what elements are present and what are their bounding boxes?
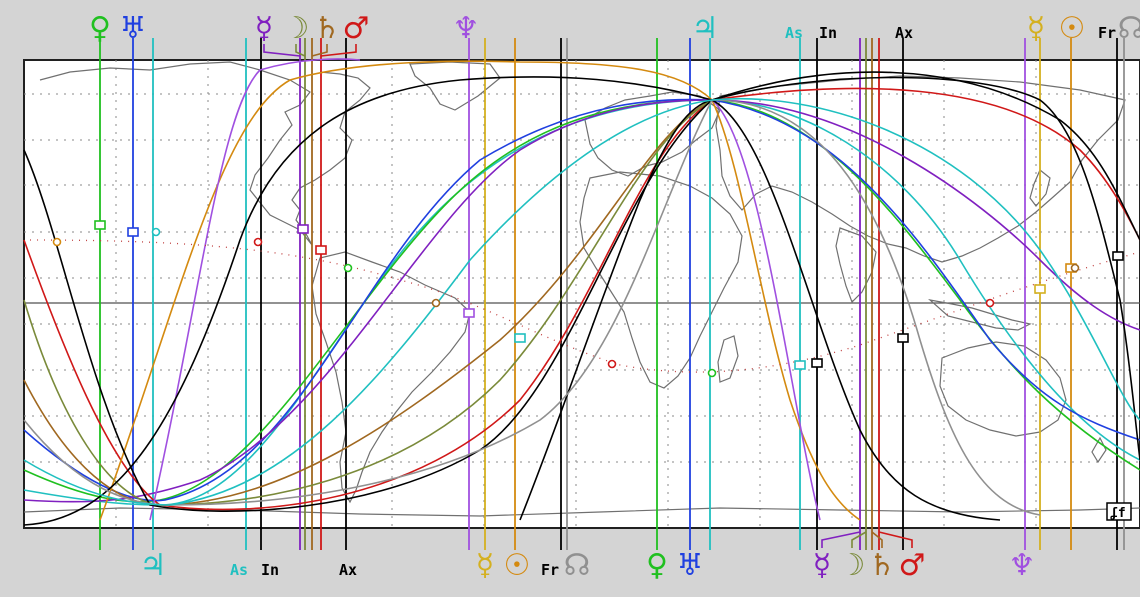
- bottom-label-jupiter: ♃: [140, 548, 167, 583]
- bottom-label-node: ☊: [564, 548, 591, 583]
- marker-dot-saturn: [431, 298, 441, 308]
- top-connector-3: [320, 44, 357, 57]
- line-black-d: [711, 99, 1001, 521]
- bottom-label-uranus: ♅: [677, 548, 704, 583]
- line-gray-a: [23, 99, 713, 506]
- bottom-label-in: In: [261, 561, 279, 579]
- marker-square-in: [811, 358, 823, 368]
- line-mercury-asc: [23, 99, 713, 503]
- top-label-mercury: ☿: [255, 11, 273, 46]
- line-sun-curve2: [711, 99, 861, 521]
- line-moon-asc: [23, 99, 713, 506]
- marker-dot-venus2: [707, 368, 717, 378]
- bottom-label-mercury2: ☿: [476, 548, 494, 583]
- marker-dot-venus: [343, 263, 353, 273]
- corner-badge-text: ʆf: [1110, 506, 1126, 521]
- planet-lines: [23, 38, 1140, 550]
- top-label-venus: ♀: [89, 11, 111, 46]
- top-label-sun: ☉: [1059, 11, 1086, 46]
- line-black-e: [519, 99, 713, 521]
- top-label-saturn: ♄: [314, 11, 341, 46]
- top-label-neptune: ♆: [453, 11, 480, 46]
- line-black-a: [23, 99, 713, 512]
- line-saturn-asc: [23, 99, 713, 506]
- top-label-mercury2: ☿: [1027, 11, 1045, 46]
- marker-square-asc: [794, 360, 806, 370]
- bottom-label-mars: ♂: [899, 548, 926, 583]
- bottom-label-sun: ☉: [504, 548, 531, 583]
- marker-dot-sun: [52, 237, 62, 247]
- line-black-c: [23, 76, 713, 526]
- line-sun-curve: [99, 60, 713, 521]
- line-neptune-curve2: [711, 99, 821, 521]
- bottom-connector-0: [821, 531, 861, 548]
- marker-square-venus: [94, 220, 106, 230]
- line-uranus-asc: [23, 98, 713, 502]
- line-mars-asc: [23, 99, 713, 511]
- marker-dot-mars3: [985, 298, 995, 308]
- top-label-in: In: [819, 24, 837, 42]
- coast-australia: [939, 341, 1067, 437]
- line-mercury-dsc: [711, 99, 1140, 331]
- line-neptune-curve: [149, 58, 361, 521]
- top-connector-1: [295, 44, 306, 57]
- line-uranus-dsc: [711, 99, 1140, 441]
- top-label-ax: Ax: [895, 24, 913, 42]
- marker-dot-saturn2: [1070, 263, 1080, 273]
- marker-square-uranus: [127, 227, 139, 237]
- top-label-jupiter: ♃: [692, 11, 719, 46]
- planet-labels: ♀ ♅ ☿ ☽ ♄ ♂ ♆ ♃ As In Ax ☿ ☉ Fr ☊♃ As In Ax ☿ ☉ Fr ☊ ♀ ♅ ☿ ☽ ♄ ♂ ♆: [89, 11, 1140, 583]
- ecliptic-trail: [29, 239, 1140, 373]
- line-black-b: [711, 71, 1140, 241]
- planet-markers: [52, 220, 1124, 378]
- marker-square-mercury: [297, 224, 309, 234]
- bottom-label-moon: ☽: [839, 548, 866, 583]
- top-label-uranus: ♅: [120, 11, 147, 46]
- bottom-connector-2: [871, 531, 883, 548]
- line-cyan-b: [711, 98, 1140, 421]
- top-connector-2: [311, 44, 328, 57]
- coast-africa: [579, 171, 743, 389]
- line-mars-dsc: [711, 87, 1140, 241]
- map-corner-badge[interactable]: ʆf: [1106, 502, 1132, 521]
- coast-asia: [715, 75, 1126, 263]
- map-ocean: [23, 59, 1140, 529]
- bottom-label-mercury: ☿: [813, 548, 831, 583]
- bottom-label-venus: ♀: [646, 548, 668, 583]
- bottom-label-as: As: [230, 561, 248, 579]
- marker-square-jupiter: [514, 333, 526, 343]
- bottom-label-ax: Ax: [339, 561, 357, 579]
- marker-square-sun: [1034, 284, 1046, 294]
- top-label-mars: ♂: [343, 11, 370, 46]
- coast-europe: [584, 91, 721, 177]
- marker-square-mars: [315, 245, 327, 255]
- coast-madagascar: [717, 335, 739, 383]
- marker-dot-jupiter: [151, 227, 161, 237]
- marker-square-ax: [897, 333, 909, 343]
- coast-japan: [1029, 169, 1051, 207]
- bottom-connector-1: [851, 531, 867, 548]
- top-label-node: ☊: [1118, 11, 1140, 46]
- line-black-f: [711, 76, 1140, 461]
- line-cyan-a: [23, 99, 713, 506]
- line-jupiter-dsc: [711, 99, 1140, 461]
- marker-square-neptune: [463, 308, 475, 318]
- coast-india: [835, 227, 877, 304]
- bottom-label-saturn: ♄: [869, 548, 896, 583]
- top-label-as: As: [785, 24, 803, 42]
- marker-dot-mars2: [607, 359, 617, 369]
- marker-square-fr: [1112, 251, 1124, 261]
- bottom-connector-3: [878, 531, 913, 548]
- top-label-moon: ☽: [283, 11, 310, 46]
- top-connector-0: [263, 44, 301, 57]
- marker-dot-mars: [253, 237, 263, 247]
- line-gray-b: [711, 99, 1041, 516]
- bottom-label-neptune: ♆: [1009, 548, 1036, 583]
- bottom-label-fr: Fr: [541, 561, 559, 579]
- coast-greenland: [409, 61, 501, 111]
- coast-south-america: [311, 251, 471, 504]
- top-label-fr: Fr: [1098, 24, 1116, 42]
